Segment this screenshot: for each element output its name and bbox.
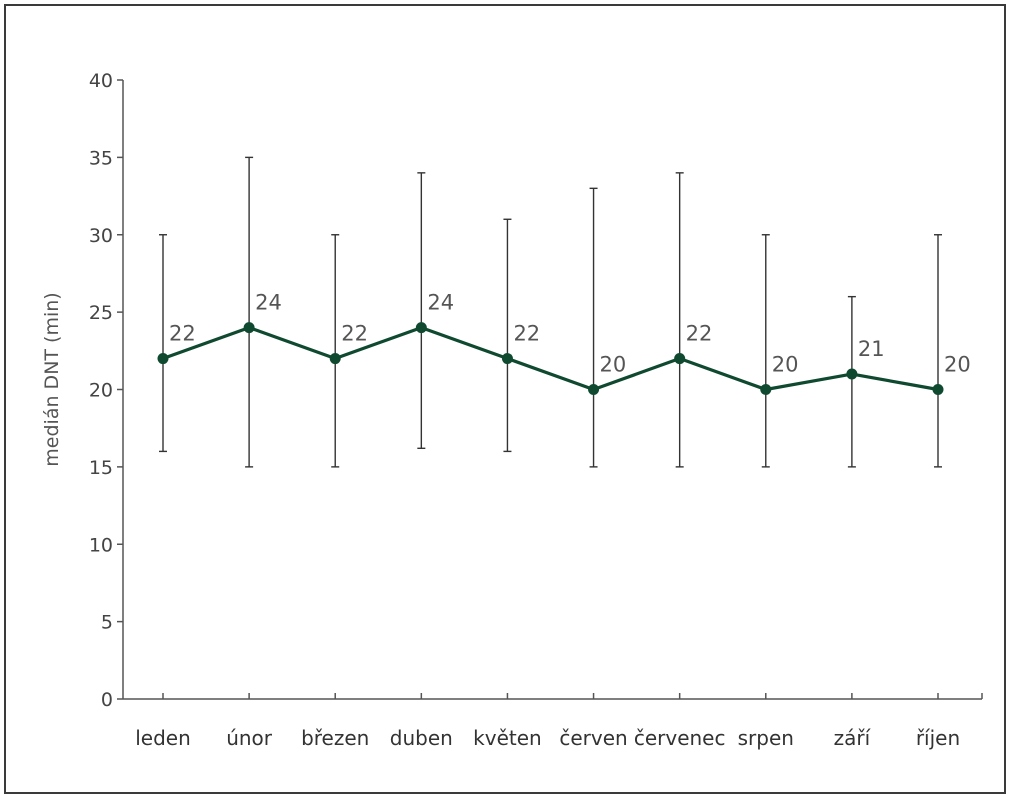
y-tick-label: 40 (89, 70, 113, 92)
data-point (760, 384, 772, 395)
error-bar (934, 234, 942, 468)
x-tick-label: únor (226, 726, 273, 750)
data-label: 22 (341, 322, 368, 346)
error-bars (159, 156, 942, 468)
error-bar (159, 234, 167, 453)
data-point (932, 384, 944, 395)
error-bar (331, 234, 340, 468)
y-tick-label: 30 (89, 225, 113, 247)
y-tick-label: 0 (101, 689, 113, 711)
y-tick-label: 5 (101, 612, 113, 634)
data-label: 22 (686, 322, 713, 346)
x-tick-label: duben (390, 726, 453, 750)
data-point (501, 353, 513, 365)
data-label: 21 (858, 337, 885, 361)
data-label: 24 (427, 291, 454, 315)
error-bar (589, 187, 598, 468)
data-point (415, 322, 427, 334)
data-label: 22 (513, 322, 540, 346)
axes: 0 5 10 15 20 25 30 35 40 leden únor březen duben květ… (89, 70, 983, 750)
data-point (329, 353, 341, 365)
labels: 22 24 22 24 22 20 22 20 21 20 (169, 291, 971, 377)
x-tick-label: říjen (916, 726, 960, 750)
data-label: 22 (169, 322, 196, 346)
y-tick-label: 20 (89, 380, 113, 402)
data-label: 20 (944, 353, 971, 377)
error-bar (847, 295, 856, 468)
data-point (674, 353, 686, 365)
error-bar (245, 156, 254, 468)
series-line (157, 322, 944, 395)
error-bar (417, 172, 426, 450)
y-tick-label: 15 (89, 457, 113, 479)
chart-frame (4, 4, 1006, 794)
error-bar (761, 234, 770, 468)
data-point (157, 353, 169, 365)
y-tick-label: 25 (89, 302, 113, 324)
x-tick-label: červen (559, 726, 627, 750)
error-bar (503, 218, 512, 453)
y-tick-label: 10 (89, 534, 113, 556)
series-polyline (162, 326, 939, 392)
y-axis-title: medián DNT (min) (41, 292, 63, 466)
data-label: 24 (255, 291, 282, 315)
x-tick-label: květen (473, 726, 542, 750)
data-point (243, 322, 255, 334)
x-tick-label: leden (135, 726, 191, 750)
y-tick-label: 35 (89, 147, 113, 169)
x-tick-label: březen (301, 726, 369, 750)
x-tick-label: září (834, 726, 872, 750)
x-tick-label: červenec (634, 726, 726, 750)
data-point (846, 368, 858, 380)
data-label: 20 (600, 353, 627, 377)
error-bar (675, 172, 684, 468)
x-tick-label: srpen (738, 726, 794, 750)
data-point (588, 384, 600, 395)
data-label: 20 (772, 353, 799, 377)
